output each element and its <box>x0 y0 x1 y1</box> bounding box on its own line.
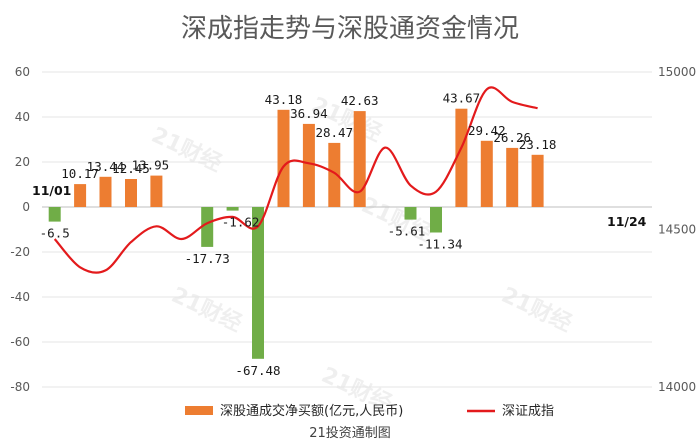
data-label-11/09: -67.48 <box>235 363 280 378</box>
right-tick-label: 14500 <box>658 223 696 237</box>
watermark: 21财经 <box>497 282 576 337</box>
chart-title: 深成指走势与深股通资金情况 <box>181 14 519 44</box>
left-tick-label: -40 <box>10 290 30 304</box>
legend-bar-swatch <box>185 406 213 415</box>
data-label-11/20: 23.18 <box>519 137 557 152</box>
legend: 深股通成交净买额(亿元,人民币) 深证成指 <box>185 403 554 419</box>
bar-series <box>48 108 544 359</box>
data-label-11/13: 42.63 <box>341 93 379 108</box>
bar-11/05 <box>150 175 163 207</box>
bar-11/11 <box>302 123 315 207</box>
data-label-11/19: 26.26 <box>493 130 531 145</box>
bar-11/01 <box>48 207 61 222</box>
left-tick-label: -80 <box>10 380 30 394</box>
bar-11/16 <box>430 207 442 233</box>
index-line <box>53 86 538 274</box>
data-label-11/04: 12.45 <box>112 161 150 176</box>
data-label-11/03: 13.44 <box>87 159 125 174</box>
bar-11/20 <box>531 154 544 207</box>
bar-11/18 <box>480 140 493 207</box>
data-label-11/05: 13.95 <box>132 158 170 173</box>
watermark: 21财经 <box>167 282 246 337</box>
line-series <box>53 86 538 274</box>
left-tick-label: -60 <box>10 335 30 349</box>
bar-11/07 <box>201 207 214 247</box>
left-tick-label: 20 <box>15 155 30 169</box>
end-date-label: 11/24 <box>607 214 647 229</box>
start-date-label: 11/01 <box>32 183 71 198</box>
left-tick-label: 40 <box>15 110 30 124</box>
left-tick-label: 60 <box>15 65 30 79</box>
bar-11/17 <box>455 108 468 207</box>
data-label-11/12: 28.47 <box>315 125 353 140</box>
left-axis-ticks: 60 40 20 0 -20 -40 -60 -80 <box>10 65 30 394</box>
left-tick-label: 0 <box>22 200 30 214</box>
legend-line-label: 深证成指 <box>502 404 554 419</box>
bar-11/13 <box>353 111 366 207</box>
bar-11/02 <box>74 184 87 207</box>
data-label-11/02: 10.17 <box>61 166 99 181</box>
bar-11/09 <box>252 207 264 359</box>
data-label-11/08: -1.62 <box>222 215 260 230</box>
data-label-11/17: 43.67 <box>443 91 481 106</box>
data-label-11/01: -6.5 <box>40 226 70 241</box>
legend-bar-label: 深股通成交净买额(亿元,人民币) <box>220 403 403 419</box>
right-tick-label: 15000 <box>658 65 696 79</box>
bar-11/08 <box>226 207 239 211</box>
data-label-11/15: -5.61 <box>388 224 426 239</box>
right-tick-label: 14000 <box>658 380 696 394</box>
data-label-11/18: 29.42 <box>468 123 506 138</box>
bar-11/03 <box>99 176 112 207</box>
bar-11/04 <box>125 179 137 207</box>
bar-11/19 <box>506 147 519 207</box>
data-label-11/07: -17.73 <box>185 251 230 266</box>
data-label-11/10: 43.18 <box>265 92 303 107</box>
left-tick-label: -20 <box>10 245 30 259</box>
data-label-11/11: 36.94 <box>290 106 328 121</box>
bar-11/10 <box>277 109 290 207</box>
gridlines <box>42 71 652 388</box>
right-axis-ticks: 15000 14500 14000 <box>658 65 696 394</box>
source-label: 21投资通制图 <box>309 425 391 441</box>
bar-11/15 <box>404 207 417 220</box>
data-label-11/16: -11.34 <box>417 237 462 252</box>
bar-11/12 <box>328 142 341 207</box>
